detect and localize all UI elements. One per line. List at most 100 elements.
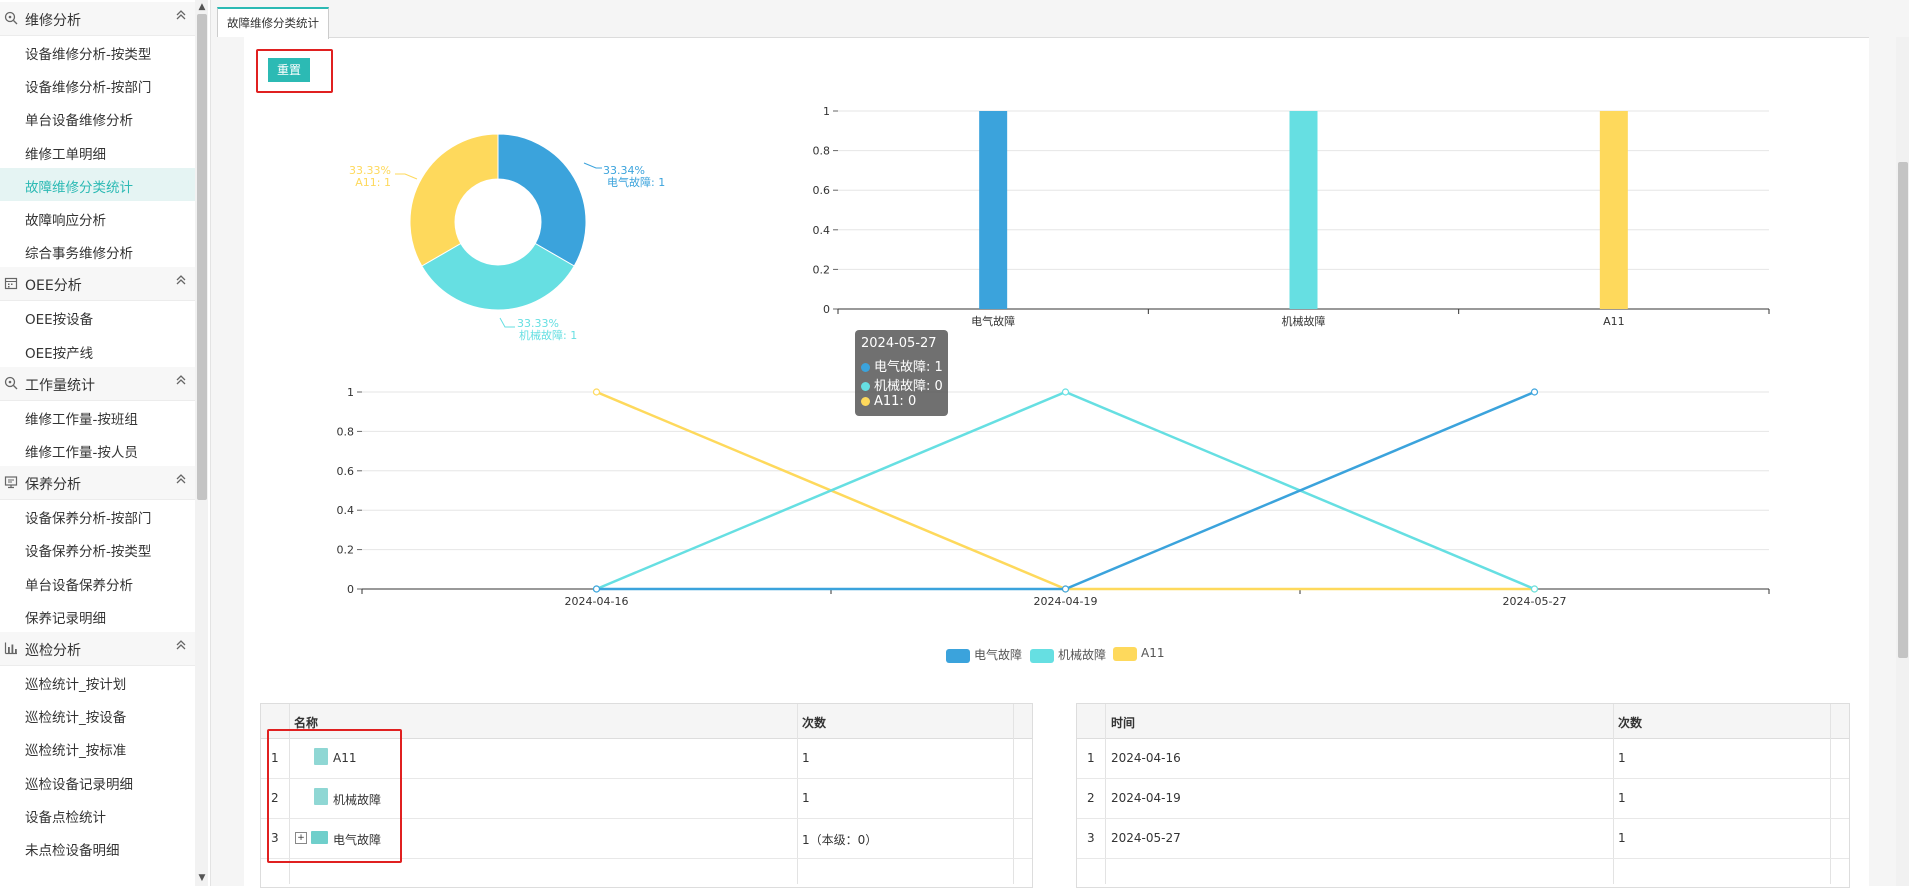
tab-bar [211,0,1909,38]
expand-plus-icon[interactable]: + [295,832,307,844]
sidebar-item-label: OEE按设备 [25,312,94,329]
column-header-count[interactable]: 次数 [802,716,827,730]
row-number: 2 [271,791,279,805]
fault-category-table: 名称 次数 1 A11 1 2 机械故障 1 3 + 电气故障 1（本级：0） [260,703,1033,888]
folder-icon [311,831,328,844]
table-row[interactable]: 2 2024-04-19 1 [1077,779,1849,819]
column-header-name[interactable]: 名称 [294,716,319,730]
row-number: 1 [271,751,279,765]
collapse-chevron-icon[interactable] [175,639,187,654]
sidebar-item-label: 维修工单明细 [25,146,106,163]
count-cell: 1 [1618,831,1626,845]
collapse-chevron-icon[interactable] [175,473,187,488]
sidebar-group-title: 巡检分析 [25,643,81,659]
file-icon [314,788,328,805]
sidebar-item-label: 设备维修分析-按类型 [25,47,152,63]
table-row[interactable]: 1 A11 1 [261,739,1032,779]
highlight-box-reset [256,49,333,93]
sidebar-item[interactable]: 单台设备保养分析 [0,566,195,599]
column-header-count[interactable]: 次数 [1618,716,1643,730]
column-header-time[interactable]: 时间 [1111,716,1136,730]
sidebar-item[interactable]: 维修工作量-按班组 [0,400,195,433]
sidebar-item[interactable]: OEE按产线 [0,334,195,367]
date-cell: 2024-04-19 [1111,791,1181,805]
date-cell: 2024-05-27 [1111,831,1181,845]
sidebar-group-title: 保养分析 [25,477,81,494]
row-number: 1 [1087,751,1095,765]
sidebar-item-label: 故障维修分类统计 [25,179,133,196]
table-row[interactable]: 3 + 电气故障 1（本级：0） [261,819,1032,859]
tooltip-row: 机械故障: 0 [861,375,943,394]
sidebar-item-label: 维修工作量-按人员 [25,445,138,461]
fault-name: 电气故障 [333,833,382,847]
line-chart-tooltip: 2024-05-27 电气故障: 1 机械故障: 0 A11: 0 [855,330,948,416]
tab-fault-repair-stats[interactable]: 故障维修分类统计 [217,7,329,39]
sidebar-item[interactable]: 巡检统计_按标准 [0,731,195,764]
sidebar-item[interactable]: 保养记录明细 [0,599,195,632]
tooltip-row: A11: 0 [861,394,916,409]
scroll-down-icon[interactable]: ▼ [198,873,206,883]
table-row[interactable]: 1 2024-04-16 1 [1077,739,1849,779]
fault-count: 1 [802,751,810,765]
monitor-icon [4,475,18,489]
main-scroll-thumb[interactable] [1898,162,1908,658]
sidebar-item-label: 故障响应分析 [25,213,106,229]
sidebar-item[interactable]: 综合事务维修分析 [0,234,195,267]
bar-chart-icon [4,641,18,655]
sidebar-item[interactable]: 巡检统计_按设备 [0,698,195,731]
row-number: 3 [1087,831,1095,845]
fault-date-table: 时间 次数 1 2024-04-16 1 2 2024-04-19 1 3 20… [1076,703,1850,888]
sidebar-item[interactable]: 设备维修分析-按部门 [0,68,195,101]
sidebar-group-header[interactable]: 保养分析 [0,466,195,501]
sidebar-item-label: OEE按产线 [25,345,94,362]
sidebar-group-header[interactable]: 工作量统计 [0,366,195,401]
count-cell: 1 [1618,751,1626,765]
sidebar-item[interactable]: 巡检设备记录明细 [0,765,195,798]
sidebar-group-header[interactable]: 巡检分析 [0,632,195,666]
sidebar-group-title: 工作量统计 [25,377,95,394]
sidebar-item[interactable]: OEE按设备 [0,300,195,333]
sidebar-group-header[interactable]: OEE分析 [0,267,195,302]
sidebar-item-label: 综合事务维修分析 [25,246,133,263]
fault-name: 机械故障 [333,793,382,807]
search-circle-icon [4,11,18,25]
sidebar-item-label: 巡检统计_按设备 [25,710,127,727]
sidebar-group-header[interactable]: 维修分析 [0,2,195,36]
sidebar-item-label: 巡检统计_按计划 [25,677,127,693]
sidebar-item-label: 未点检设备明细 [25,843,120,859]
collapse-chevron-icon[interactable] [175,9,187,24]
sidebar-item[interactable]: 设备点检统计 [0,798,195,831]
row-number: 3 [271,831,279,845]
sidebar-item[interactable]: 巡检统计_按计划 [0,665,195,698]
collapse-chevron-icon[interactable] [175,374,187,389]
content-gutter-right [1869,37,1896,886]
table-row[interactable]: 3 2024-05-27 1 [1077,819,1849,859]
sidebar-item[interactable]: 设备保养分析-按部门 [0,499,195,532]
date-cell: 2024-04-16 [1111,751,1181,765]
sidebar-item[interactable]: 故障响应分析 [0,201,195,234]
sidebar-item[interactable]: 未点检设备明细 [0,831,195,864]
search-circle-icon [4,376,18,390]
sidebar-item-label: 设备维修分析-按部门 [25,80,152,97]
sidebar-item[interactable]: 故障维修分类统计 [0,167,195,201]
sidebar-scroll-thumb[interactable] [197,14,207,500]
sidebar-item[interactable]: 单台设备维修分析 [0,101,195,134]
fault-name: A11 [333,751,357,765]
table-header: 名称 次数 [261,704,1032,739]
scroll-up-icon[interactable]: ▲ [198,2,206,12]
sidebar-item[interactable]: 维修工作量-按人员 [0,433,195,466]
count-cell: 1 [1618,791,1626,805]
row-number: 2 [1087,791,1095,805]
table-row[interactable]: 2 机械故障 1 [261,779,1032,819]
sidebar-item-label: 巡检统计_按标准 [25,743,127,760]
legend-item-mechanical[interactable]: 机械故障 [1030,646,1106,663]
reset-button[interactable]: 重置 [268,58,310,82]
legend-item-a11[interactable]: A11 [1113,646,1164,662]
sidebar-item[interactable]: 设备保养分析-按类型 [0,532,195,565]
collapse-chevron-icon[interactable] [175,274,187,289]
sidebar-item[interactable]: 维修工单明细 [0,135,195,168]
file-icon [314,748,328,765]
sidebar-item-label: 保养记录明细 [25,610,106,627]
sidebar-item[interactable]: 设备维修分析-按类型 [0,35,195,68]
legend-item-electrical[interactable]: 电气故障 [946,646,1022,663]
